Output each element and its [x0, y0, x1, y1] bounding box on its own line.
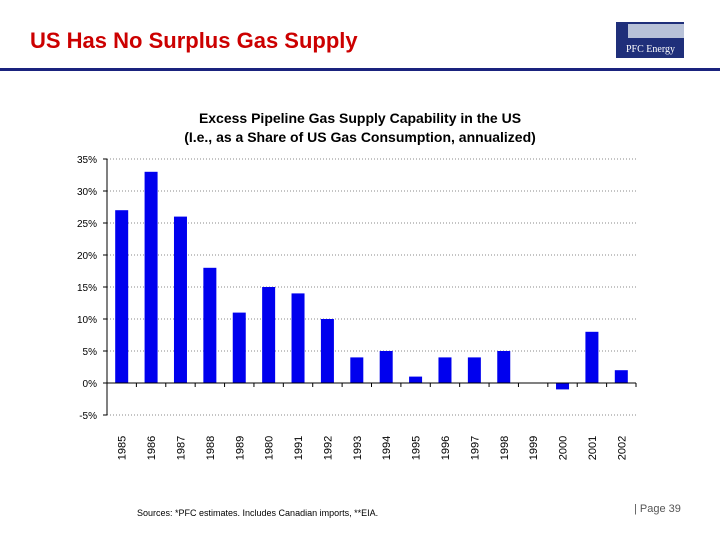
- page-number: | Page 39: [634, 503, 681, 515]
- bar-1987: [173, 216, 187, 383]
- sources-note: Sources: *PFC estimates. Includes Canadi…: [137, 508, 379, 518]
- y-tick-label: 20%: [77, 251, 97, 262]
- x-tick-label: 1985: [117, 436, 129, 460]
- chart-subtitle: (I.e., as a Share of US Gas Consumption,…: [184, 129, 536, 145]
- bar-1992: [320, 319, 334, 383]
- x-tick-label: 1994: [381, 436, 393, 460]
- bar-1994: [379, 351, 393, 383]
- bar-1991: [291, 293, 305, 383]
- x-tick-label: 1998: [499, 436, 511, 460]
- bar-1995: [409, 376, 423, 383]
- bar-2001: [585, 331, 599, 383]
- bar-1988: [203, 267, 217, 383]
- bar-2002: [614, 370, 628, 383]
- x-tick-label: 1980: [264, 436, 276, 460]
- x-tick-label: 1997: [469, 436, 481, 460]
- y-tick-label: 15%: [77, 283, 97, 294]
- x-tick-label: 2001: [587, 436, 599, 460]
- bar-2000: [556, 383, 570, 390]
- x-tick-label: 1992: [322, 436, 334, 460]
- y-tick-label: 35%: [77, 155, 97, 166]
- y-tick-label: 10%: [77, 315, 97, 326]
- x-tick-label: 1989: [234, 436, 246, 460]
- x-tick-label: 1995: [411, 436, 423, 460]
- x-tick-label: 1991: [293, 436, 305, 460]
- bar-1997: [467, 357, 481, 383]
- bar-1989: [232, 312, 246, 383]
- title-rule: [0, 68, 720, 71]
- x-tick-label: 1996: [440, 436, 452, 460]
- bar-1993: [350, 357, 364, 383]
- bar-1996: [438, 357, 452, 383]
- x-tick-label: 1987: [175, 436, 187, 460]
- y-tick-label: 5%: [83, 347, 98, 358]
- x-tick-label: 1993: [352, 436, 364, 460]
- bar-1986: [144, 171, 158, 383]
- x-tick-label: 2002: [616, 436, 628, 460]
- slide-title: US Has No Surplus Gas Supply: [30, 28, 358, 53]
- y-tick-label: -5%: [79, 411, 97, 422]
- bar-1985: [115, 210, 129, 383]
- bar-1998: [497, 351, 511, 383]
- x-tick-label: 2000: [558, 436, 570, 460]
- pfc-energy-logo: PFC Energy: [616, 22, 684, 58]
- logo-accent: [628, 24, 684, 38]
- logo-text: PFC Energy: [626, 44, 675, 55]
- y-tick-label: 0%: [83, 379, 98, 390]
- x-tick-label: 1999: [528, 436, 540, 460]
- y-tick-label: 25%: [77, 219, 97, 230]
- chart-title: Excess Pipeline Gas Supply Capability in…: [198, 110, 522, 126]
- bar-1990: [262, 287, 276, 383]
- x-tick-label: 1986: [146, 436, 158, 460]
- y-tick-label: 30%: [77, 187, 97, 198]
- x-tick-label: 1988: [205, 436, 217, 460]
